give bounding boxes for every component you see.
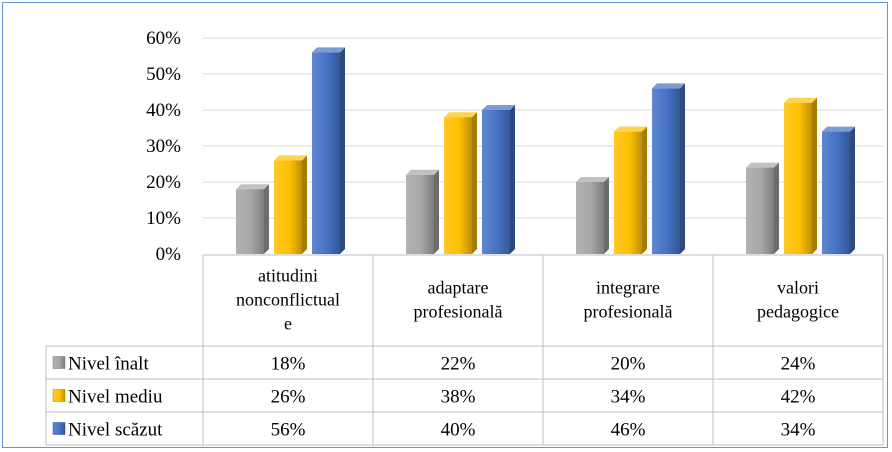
data-table-value: 56% — [271, 420, 306, 441]
y-tick-label: 30% — [146, 136, 181, 157]
bar-top — [406, 169, 439, 175]
bar-top — [482, 105, 515, 110]
bar-nivel-scăzut — [652, 88, 680, 255]
bar-side — [642, 126, 647, 254]
y-tick-label: 20% — [146, 172, 181, 193]
bar-nivel-scăzut — [482, 110, 510, 254]
data-table-value: 22% — [441, 354, 476, 375]
bar-nivel-scăzut — [822, 131, 850, 254]
legend-key-icon — [52, 356, 66, 369]
bar-side — [510, 105, 515, 254]
legend-series-name: Nivel scăzut — [68, 420, 163, 441]
y-tick-label: 0% — [156, 244, 182, 265]
bar-nivel-înalt — [576, 182, 604, 254]
y-tick-label: 50% — [146, 64, 181, 85]
data-table-value: 38% — [441, 387, 476, 408]
data-table-value: 42% — [781, 387, 816, 408]
bar-nivel-mediu — [274, 160, 302, 254]
data-table-value: 40% — [441, 420, 476, 441]
bar-side — [812, 97, 817, 254]
legend-key-icon — [52, 422, 66, 435]
bar-nivel-înalt — [746, 167, 774, 254]
category-label: profesională — [584, 302, 673, 322]
bar-top — [576, 177, 609, 182]
bar-side — [264, 184, 269, 254]
category-label: integrare — [596, 278, 660, 298]
bar-top — [652, 83, 685, 89]
data-table-value: 34% — [781, 420, 816, 441]
y-tick-label: 10% — [146, 208, 181, 229]
bar-side — [434, 169, 439, 254]
category-label: pedagogice — [757, 302, 839, 322]
bar-top — [274, 155, 307, 161]
bar-side — [774, 162, 779, 254]
bar-nivel-mediu — [614, 131, 642, 254]
bar-top — [784, 97, 817, 103]
data-table-value: 26% — [271, 387, 306, 408]
bar-top — [746, 162, 779, 168]
bar-chart-with-data-table: 0% 10% 20% 30% 40% 50% 60% atitudini nonconflict… — [45, 28, 884, 446]
bar-nivel-scăzut — [312, 52, 340, 255]
data-table-value: 24% — [781, 354, 816, 375]
bar-side — [302, 155, 307, 254]
bar-side — [472, 112, 477, 254]
category-label: adaptare — [428, 278, 489, 298]
bar-top — [312, 47, 345, 53]
category-label: profesională — [414, 302, 503, 322]
y-tick-label: 60% — [146, 28, 181, 49]
legend-series-name: Nivel înalt — [68, 354, 149, 375]
bar-side — [340, 47, 345, 255]
data-table-value: 18% — [271, 354, 306, 375]
category-label: atitudini — [258, 266, 318, 286]
bar-top — [822, 126, 855, 132]
bar-nivel-mediu — [444, 117, 472, 254]
bar-side — [680, 83, 685, 255]
bar-top — [614, 126, 647, 132]
bar-top — [236, 184, 269, 190]
category-label: valori — [777, 278, 819, 298]
bar-side — [850, 126, 855, 254]
bar-nivel-mediu — [784, 102, 812, 254]
data-table-value: 46% — [611, 420, 646, 441]
category-label: nonconflictual — [236, 290, 340, 310]
bar-nivel-înalt — [236, 189, 264, 254]
data-table-value: 34% — [611, 387, 646, 408]
y-tick-label: 40% — [146, 100, 181, 121]
bar-nivel-înalt — [406, 174, 434, 254]
bar-top — [444, 112, 477, 118]
bar-side — [604, 177, 609, 254]
legend-series-name: Nivel mediu — [68, 387, 163, 408]
legend-key-icon — [52, 389, 66, 402]
category-label: e — [284, 314, 292, 334]
data-table-value: 20% — [611, 354, 646, 375]
